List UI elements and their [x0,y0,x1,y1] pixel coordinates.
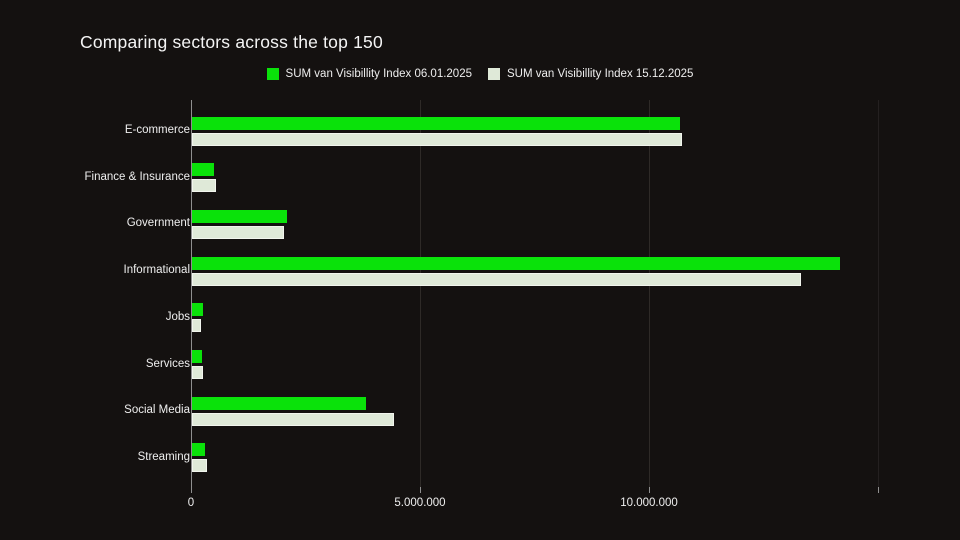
bar-series-1 [192,256,841,270]
x-axis-tick-label: 0 [187,497,195,509]
bar-series-1 [192,443,205,457]
category-label: Finance & Insurance [84,170,190,183]
x-axis-tick [191,487,192,493]
legend-label-series-2: SUM van Visibillity Index 15.12.2025 [507,68,694,80]
bar-series-2 [192,179,217,193]
category-label: Government [126,217,190,230]
gridline [878,100,879,487]
category-label: Jobs [165,310,190,323]
y-axis-line [191,100,192,492]
bar-series-2 [192,459,207,473]
category-label: Services [145,357,190,370]
legend: SUM van Visibillity Index 06.01.2025 SUM… [0,68,960,80]
legend-item-series-2: SUM van Visibillity Index 15.12.2025 [488,68,693,80]
x-axis-tick-label: 5.000.000 [394,497,446,509]
bar-series-1 [192,163,214,177]
bar-series-1 [192,303,203,317]
bar-series-1 [192,209,287,223]
legend-label-series-1: SUM van Visibillity Index 06.01.2025 [285,68,472,80]
x-axis-tick [649,487,650,493]
bar-series-1 [192,396,367,410]
bar-series-2 [192,412,394,426]
x-axis-tick-label: 10.000.000 [620,497,678,509]
category-label: Social Media [124,404,190,417]
x-axis-tick [420,487,421,493]
bar-chart-plot-area: 0 5.000.000 10.000.000 E-commerce Finance & … [85,100,891,509]
bar-series-2 [192,366,203,379]
bar-series-2 [192,225,284,239]
bar-series-2 [192,132,683,146]
gridline [420,100,421,487]
bar-series-1 [192,350,202,363]
bar-series-2 [192,272,802,286]
category-label: E-commerce [124,124,190,136]
chart-title: Comparing sectors across the top 150 [80,32,383,52]
category-label: Streaming [137,450,190,463]
x-axis-tick [878,487,879,493]
bar-series-1 [192,116,680,130]
legend-swatch-series-2 [488,68,500,80]
bar-series-2 [192,319,201,333]
category-label: Informational [123,264,190,277]
legend-item-series-1: SUM van Visibillity Index 06.01.2025 [266,68,472,80]
legend-swatch-series-1 [266,68,279,80]
gridline [649,100,650,487]
